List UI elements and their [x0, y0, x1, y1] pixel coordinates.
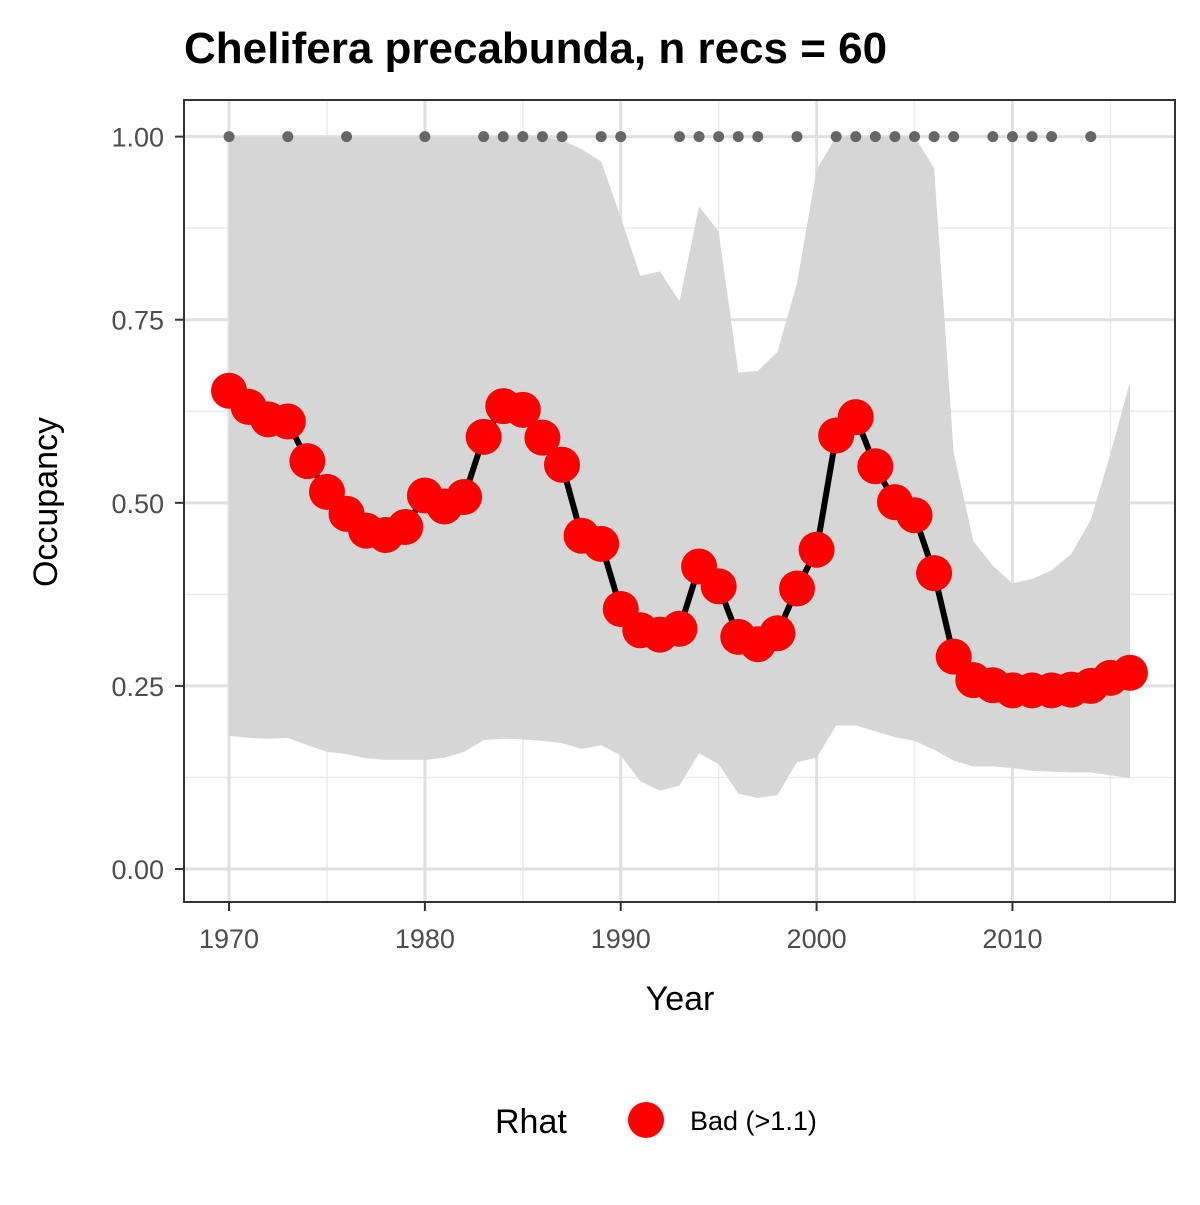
- x-axis-title: Year: [646, 980, 715, 1018]
- occupancy-point: [387, 509, 424, 546]
- occupancy-point: [798, 531, 835, 568]
- record-point: [1026, 131, 1038, 143]
- record-point: [341, 131, 353, 143]
- occupancy-point: [661, 610, 698, 647]
- record-point: [693, 131, 705, 143]
- legend-title: Rhat: [495, 1103, 567, 1141]
- record-point: [732, 131, 744, 143]
- occupancy-point: [269, 403, 306, 440]
- occupancy-point: [465, 418, 502, 455]
- y-tick-label: 0.50: [111, 489, 164, 519]
- x-tick-label: 2000: [787, 924, 847, 954]
- x-tick-label: 1980: [395, 924, 455, 954]
- record-point: [713, 131, 725, 143]
- confidence-ribbon: [229, 136, 1130, 799]
- occupancy-point: [1111, 654, 1148, 691]
- occupancy-points: [211, 372, 1148, 709]
- record-point: [889, 131, 901, 143]
- record-point: [1006, 131, 1018, 143]
- occupancy-point: [446, 478, 483, 515]
- record-point: [1046, 131, 1058, 143]
- record-point: [948, 131, 960, 143]
- record-point: [536, 131, 548, 143]
- record-point: [615, 131, 627, 143]
- record-point: [830, 131, 842, 143]
- record-point: [595, 131, 607, 143]
- x-tick-label: 1990: [591, 924, 651, 954]
- occupancy-point: [289, 443, 326, 480]
- occupancy-point: [779, 570, 816, 607]
- record-point: [928, 131, 940, 143]
- record-point: [674, 131, 685, 143]
- ribbon-area: [229, 136, 1130, 799]
- y-axis-title: Occupancy: [27, 417, 65, 587]
- record-point: [987, 131, 999, 143]
- record-point: [869, 131, 881, 143]
- chart-title: Chelifera precabunda, n recs = 60: [184, 24, 887, 73]
- record-point: [752, 131, 764, 143]
- record-point: [478, 131, 490, 143]
- occupancy-point: [700, 568, 737, 605]
- record-point: [282, 131, 294, 143]
- occupancy-point: [583, 525, 620, 562]
- x-tick-label: 1970: [199, 924, 259, 954]
- record-point: [791, 131, 803, 143]
- legend-key-bad: [628, 1102, 664, 1138]
- occupancy-point: [896, 497, 933, 534]
- record-point: [517, 131, 529, 143]
- record-points: [223, 131, 1097, 143]
- record-point: [223, 131, 235, 143]
- y-tick-label: 1.00: [111, 123, 164, 153]
- y-tick-label: 0.75: [111, 306, 164, 336]
- y-tick-label: 0.00: [111, 855, 164, 885]
- record-point: [556, 131, 568, 143]
- record-point: [497, 131, 509, 143]
- x-tick-label: 2010: [982, 924, 1042, 954]
- occupancy-point: [504, 391, 541, 428]
- legend: Rhat Bad (>1.1): [495, 1102, 817, 1141]
- occupancy-point: [857, 448, 894, 485]
- axes: 1970 1980 1990 2000 2010 0.00 0.25 0.50 0.75 1.00: [111, 123, 1042, 954]
- record-point: [1085, 131, 1097, 143]
- occupancy-point: [543, 446, 580, 483]
- record-point: [850, 131, 862, 143]
- occupancy-point: [524, 419, 561, 456]
- legend-label-bad: Bad (>1.1): [690, 1106, 817, 1136]
- occupancy-point: [837, 399, 874, 436]
- record-point: [419, 131, 431, 143]
- occupancy-point: [916, 555, 953, 592]
- y-tick-label: 0.25: [111, 672, 164, 702]
- panel-border: [183, 99, 1176, 903]
- occupancy-point: [759, 615, 796, 652]
- record-point: [909, 131, 921, 143]
